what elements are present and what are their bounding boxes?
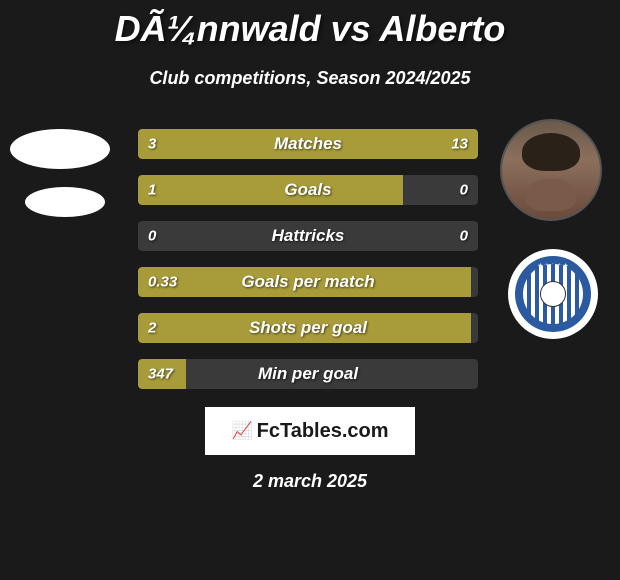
stat-left-value: 2 <box>148 320 156 337</box>
stat-label: Min per goal <box>258 364 358 384</box>
player2-avatar <box>500 119 602 221</box>
stats-area: ★★★★★ 3 13 Matches 1 0 Goals 0 0 Hattricks 0.33 Go… <box>0 129 620 389</box>
stat-right-value: 0 <box>460 228 468 245</box>
page-subtitle: Club competitions, Season 2024/2025 <box>0 68 620 89</box>
stat-label: Goals per match <box>241 272 374 292</box>
club-logo-ball-icon <box>540 281 566 307</box>
left-player-avatars <box>10 129 110 217</box>
stat-left-value: 347 <box>148 366 173 383</box>
stat-label: Shots per goal <box>249 318 367 338</box>
stat-rows: 3 13 Matches 1 0 Goals 0 0 Hattricks 0.33 Goals pe… <box>138 129 478 389</box>
brand-badge: 📈 FcTables.com <box>205 407 415 455</box>
chart-icon: 📈 <box>231 421 252 441</box>
page-title: DÃ¼nnwald vs Alberto <box>0 0 620 50</box>
player1-club-placeholder <box>25 187 105 217</box>
brand-text: FcTables.com <box>257 420 389 443</box>
right-player-avatars: ★★★★★ <box>500 119 610 339</box>
stat-row: 0 0 Hattricks <box>138 221 478 251</box>
stat-bar-left <box>138 175 403 205</box>
stat-right-value: 13 <box>451 136 468 153</box>
stat-row: 3 13 Matches <box>138 129 478 159</box>
stat-left-value: 0 <box>148 228 156 245</box>
stat-row: 1 0 Goals <box>138 175 478 205</box>
player1-avatar-placeholder <box>10 129 110 169</box>
club-logo-inner: ★★★★★ <box>515 256 591 332</box>
stat-label: Matches <box>274 134 342 154</box>
stat-left-value: 0.33 <box>148 274 177 291</box>
comparison-infographic: DÃ¼nnwald vs Alberto Club competitions, … <box>0 0 620 580</box>
stat-left-value: 1 <box>148 182 156 199</box>
player2-club-logo: ★★★★★ <box>508 249 598 339</box>
stat-row: 2 Shots per goal <box>138 313 478 343</box>
stat-row: 347 Min per goal <box>138 359 478 389</box>
stat-right-value: 0 <box>460 182 468 199</box>
stat-label: Hattricks <box>272 226 345 246</box>
footer-date: 2 march 2025 <box>0 471 620 492</box>
stat-row: 0.33 Goals per match <box>138 267 478 297</box>
stat-label: Goals <box>284 180 331 200</box>
stat-left-value: 3 <box>148 136 156 153</box>
